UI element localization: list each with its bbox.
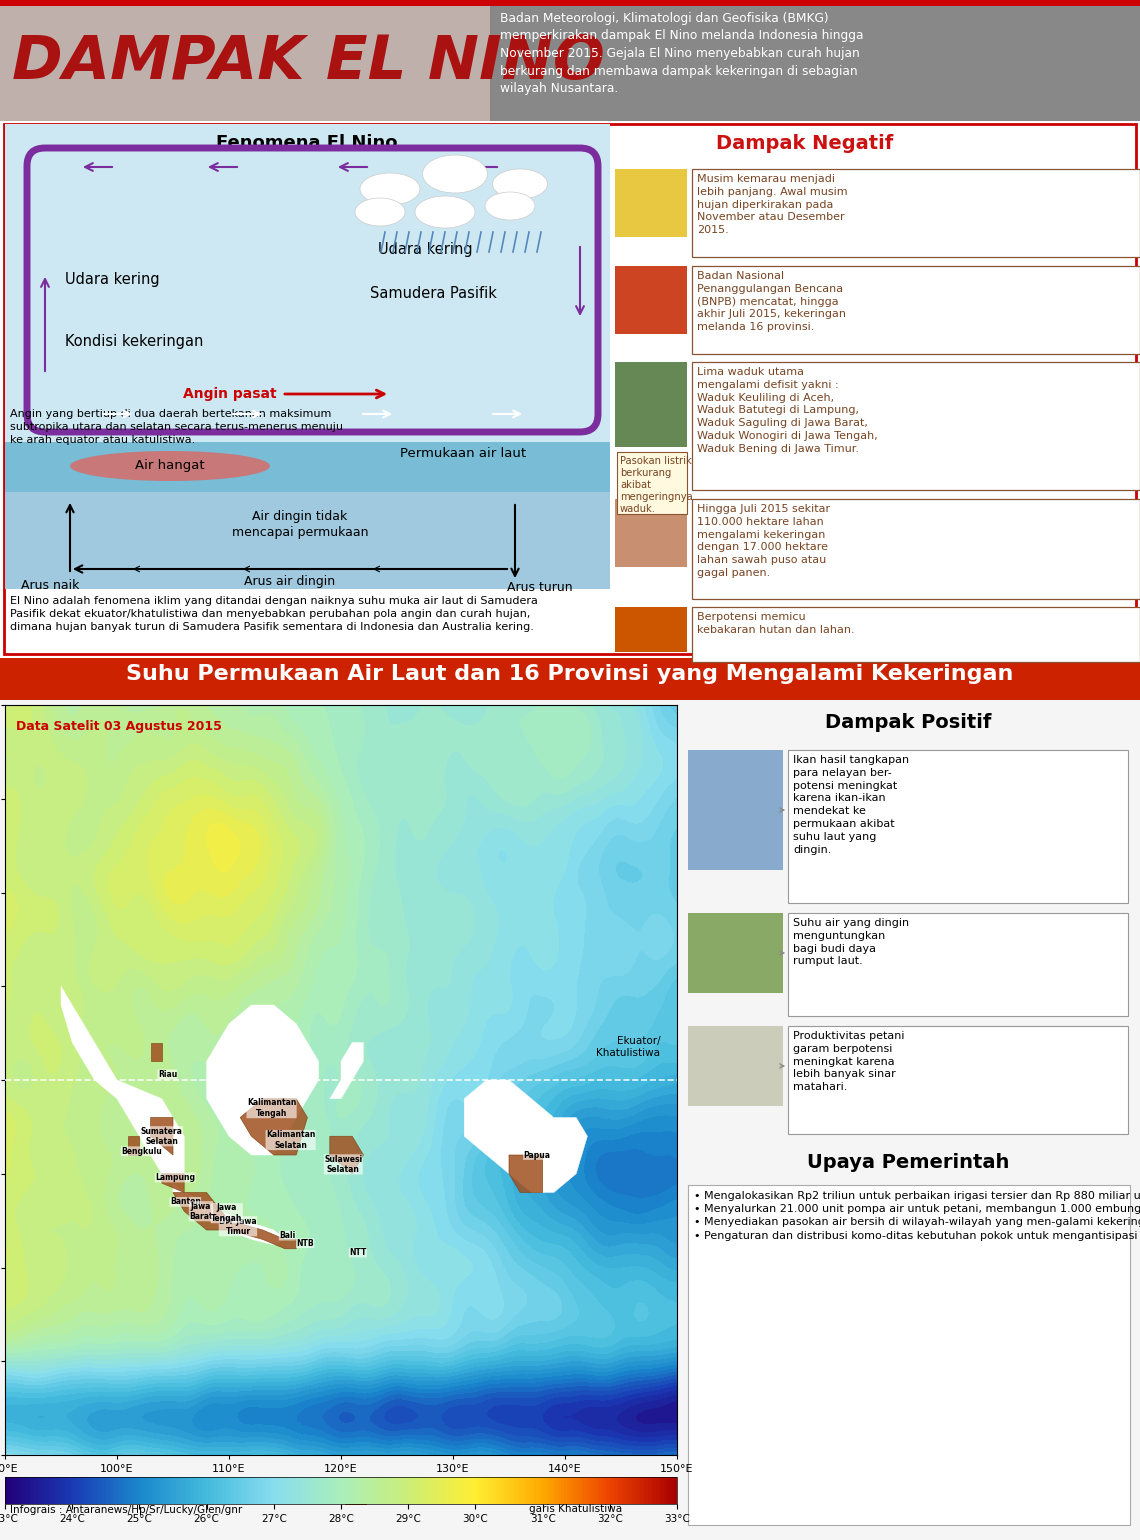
Text: Sumatera
Selatan: Sumatera Selatan [141,1127,182,1146]
Text: Papua: Papua [523,1150,551,1160]
Ellipse shape [70,451,270,480]
Text: Riau: Riau [157,1070,177,1080]
Bar [614,266,687,334]
Bar [0,701,1140,1540]
Text: Permukaan air laut: Permukaan air laut [400,447,527,460]
Bar [689,1184,1130,1525]
Text: Banten: Banten [170,1198,201,1206]
Bar [0,0,1140,6]
Bar [692,607,1140,662]
Text: Pasokan listrik
berkurang
akibat
mengeringnya
waduk.: Pasokan listrik berkurang akibat mengeri… [620,456,693,514]
Polygon shape [173,1192,296,1249]
Ellipse shape [415,196,475,228]
Bar [5,442,610,491]
Text: NTT: NTT [349,1247,366,1257]
Text: Bali: Bali [279,1230,295,1240]
Text: Lima waduk utama
mengalami defisit yakni :
Waduk Keuliling di Aceh,
Waduk Batute: Lima waduk utama mengalami defisit yakni… [697,367,878,454]
Text: Arus turun: Arus turun [507,581,572,594]
Text: • Mengalokasikan Rp2 triliun untuk perbaikan irigasi tersier dan Rp 880 miliar u: • Mengalokasikan Rp2 triliun untuk perba… [694,1190,1140,1241]
Text: Kalimantan
Tengah: Kalimantan Tengah [247,1098,296,1118]
Polygon shape [206,1006,318,1155]
Text: Berpotensi memicu
kebakaran hutan dan lahan.: Berpotensi memicu kebakaran hutan dan la… [697,611,855,634]
Bar [490,6,1140,122]
Bar [345,1492,367,1505]
Text: Arus naik: Arus naik [21,579,79,591]
Bar [788,750,1127,902]
Text: Dampak Negatif: Dampak Negatif [716,134,894,152]
Text: Ekuator/
Khatulistiwa: Ekuator/ Khatulistiwa [596,1036,660,1058]
Bar [689,913,783,993]
Text: DAMPAK EL NINO: DAMPAK EL NINO [13,34,605,92]
Text: Sumber  : BMKG/Kementan/Kemen PU
Infograis : Antaranews/Hp/Sr/Lucky/Glen/gnr: Sumber : BMKG/Kementan/Kemen PU Infograi… [10,1492,242,1515]
Text: Kondisi kekeringan: Kondisi kekeringan [65,334,203,350]
Text: Fenomena El Nino: Fenomena El Nino [217,134,398,152]
Bar [788,913,1127,1016]
Polygon shape [162,1173,185,1192]
Text: Kalimantan
Selatan: Kalimantan Selatan [266,1130,316,1150]
Text: Udara kering: Udara kering [378,242,473,257]
Text: Suhu air yang dingin
menguntungkan
bagi budi daya
rumput laut.: Suhu air yang dingin menguntungkan bagi … [793,918,909,967]
Text: Arus air dingin: Arus air dingin [244,574,335,588]
Bar [692,499,1140,599]
Text: Udara kering: Udara kering [65,273,160,286]
Bar [614,169,687,237]
Ellipse shape [423,156,488,192]
Text: Badan Nasional
Penanggulangan Bencana
(BNPB) mencatat, hingga
akhir Juli 2015, k: Badan Nasional Penanggulangan Bencana (B… [697,271,846,333]
Text: Sulawesi
Selatan: Sulawesi Selatan [324,1155,363,1173]
Text: Hingga Juli 2015 sekitar
110.000 hektare lahan
mengalami kekeringan
dengan 17.00: Hingga Juli 2015 sekitar 110.000 hektare… [697,504,830,578]
Polygon shape [62,986,185,1183]
Polygon shape [150,1043,162,1061]
Text: Jawa
Barat: Jawa Barat [189,1201,213,1221]
Polygon shape [508,1155,543,1192]
Polygon shape [173,1183,285,1244]
Bar [617,453,687,514]
Text: Bengkulu: Bengkulu [121,1147,162,1155]
Bar [5,125,1135,654]
Text: Ikan hasil tangkapan
para nelayan ber-
potensi meningkat
karena ikan-ikan
mendek: Ikan hasil tangkapan para nelayan ber- p… [793,755,909,855]
Ellipse shape [360,172,420,205]
Text: Suhu Permukaan Air Laut dan 16 Provinsi yang Mengalami Kekeringan: Suhu Permukaan Air Laut dan 16 Provinsi … [127,664,1013,684]
Polygon shape [150,1118,173,1155]
Bar [614,362,687,447]
Polygon shape [128,1137,139,1155]
Bar [692,266,1140,354]
Bar [692,362,1140,490]
Bar [788,1026,1127,1133]
Bar [692,169,1140,257]
Text: Dampak Positif: Dampak Positif [825,713,991,731]
Text: DIY Jawa
Timur: DIY Jawa Timur [219,1217,256,1237]
Ellipse shape [492,169,547,199]
Text: Data Satelit 03 Agustus 2015: Data Satelit 03 Agustus 2015 [16,721,222,733]
Text: Angin pasat: Angin pasat [184,387,277,400]
Text: Angin yang bertiup di dua daerah bertekanan maksimum
subtropika utara dan selata: Angin yang bertiup di dua daerah berteka… [10,410,343,445]
Text: Produktivitas petani
garam berpotensi
meningkat karena
lebih banyak sinar
mataha: Produktivitas petani garam berpotensi me… [793,1030,904,1092]
Text: NTB: NTB [296,1238,314,1247]
Ellipse shape [484,192,535,220]
Text: Badan Meteorologi, Klimatologi dan Geofisika (BMKG)
memperkirakan dampak El Nino: Badan Meteorologi, Klimatologi dan Geofi… [500,12,863,95]
Text: Air hangat: Air hangat [136,459,205,473]
Text: El Nino adalah fenomena iklim yang ditandai dengan naiknya suhu muka air laut di: El Nino adalah fenomena iklim yang ditan… [10,596,538,631]
Text: Upaya Pemerintah: Upaya Pemerintah [807,1153,1009,1172]
Text: Samudera Pasifik: Samudera Pasifik [370,286,497,300]
Polygon shape [329,1043,364,1098]
Bar [0,658,1140,701]
Text: Garis Ekuator /
garis Khatulistiwa: Garis Ekuator / garis Khatulistiwa [529,1492,622,1514]
Text: Lokasi Kekeringan: Lokasi Kekeringan [370,1492,472,1502]
Text: Jawa
Tengah: Jawa Tengah [211,1203,243,1223]
Bar [689,750,783,870]
Bar [689,1026,783,1106]
Text: Musim kemarau menjadi
lebih panjang. Awal musim
hujan diperkirakan pada
November: Musim kemarau menjadi lebih panjang. Awa… [697,174,848,236]
Bar [614,607,687,651]
Ellipse shape [355,199,405,226]
Polygon shape [329,1137,364,1173]
Bar [5,125,610,454]
Polygon shape [241,1098,308,1155]
Text: Lampung: Lampung [155,1173,195,1183]
Bar [0,6,490,122]
Text: Air dingin tidak
mencapai permukaan: Air dingin tidak mencapai permukaan [231,510,368,539]
Bar [614,499,687,567]
Polygon shape [464,1080,587,1192]
Bar [5,491,610,588]
